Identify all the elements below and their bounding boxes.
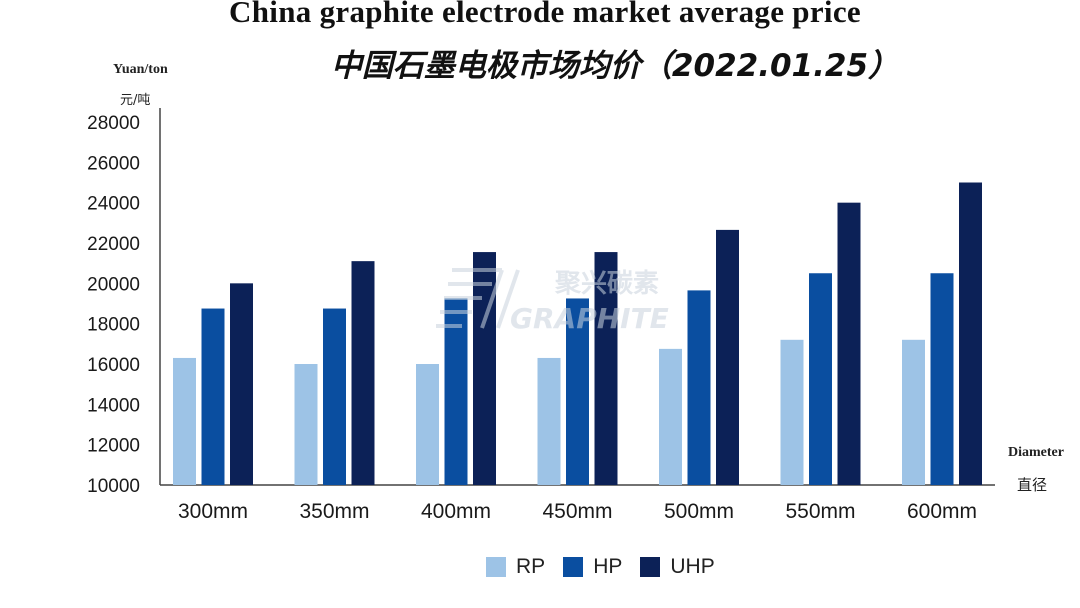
y-tick-label: 16000 bbox=[87, 355, 140, 376]
bar-uhp-400mm bbox=[473, 252, 496, 485]
bar-rp-350mm bbox=[294, 364, 318, 485]
legend-item-hp: HP bbox=[563, 555, 622, 579]
bar-uhp-350mm bbox=[351, 261, 375, 485]
bar-hp-550mm bbox=[809, 273, 832, 485]
legend-swatch-uhp bbox=[640, 557, 661, 577]
bar-uhp-600mm bbox=[959, 182, 982, 485]
legend-swatch-hp bbox=[563, 557, 584, 577]
x-tick-label: 400mm bbox=[421, 500, 491, 523]
legend-label-rp: RP bbox=[516, 555, 546, 578]
bar-hp-300mm bbox=[201, 308, 225, 485]
y-axis-unit-en: Yuan/ton bbox=[113, 62, 168, 77]
bar-rp-550mm bbox=[780, 339, 804, 485]
bar-hp-350mm bbox=[323, 308, 346, 485]
legend-label-hp: HP bbox=[593, 555, 623, 578]
x-tick-label: 600mm bbox=[907, 500, 977, 523]
bar-rp-400mm bbox=[416, 364, 439, 485]
bar-uhp-300mm bbox=[230, 283, 253, 485]
bar-uhp-450mm bbox=[594, 252, 618, 485]
bar-rp-300mm bbox=[173, 357, 196, 485]
bar-hp-400mm bbox=[444, 298, 468, 485]
y-tick-label: 10000 bbox=[87, 476, 140, 497]
chart-legend: RP HP UHP bbox=[486, 555, 733, 579]
legend-item-uhp: UHP bbox=[640, 555, 715, 579]
x-tick-label: 550mm bbox=[785, 500, 855, 523]
y-tick-label: 14000 bbox=[87, 395, 140, 416]
bar-hp-450mm bbox=[566, 298, 589, 485]
bar-hp-500mm bbox=[687, 290, 711, 485]
bar-uhp-500mm bbox=[716, 229, 739, 485]
y-tick-label: 18000 bbox=[87, 315, 140, 336]
x-axis-label-zh: 直径 bbox=[1017, 476, 1048, 494]
legend-label-uhp: UHP bbox=[670, 555, 715, 578]
x-tick-label: 300mm bbox=[178, 500, 248, 523]
legend-swatch-rp bbox=[486, 557, 506, 577]
y-tick-label: 20000 bbox=[87, 274, 140, 295]
y-tick-label: 22000 bbox=[87, 234, 140, 255]
y-tick-label: 24000 bbox=[87, 194, 140, 215]
legend-item-rp: RP bbox=[486, 555, 545, 579]
x-tick-label: 500mm bbox=[664, 500, 734, 523]
chart-title-zh: 中国石墨电极市场均价（2022.01.25） bbox=[330, 48, 900, 84]
bar-hp-600mm bbox=[930, 273, 954, 485]
x-axis-label-en: Diameter bbox=[1008, 445, 1064, 460]
x-tick-label: 350mm bbox=[299, 500, 369, 523]
x-tick-label: 450mm bbox=[542, 500, 612, 523]
y-tick-label: 28000 bbox=[87, 113, 140, 134]
bar-uhp-550mm bbox=[837, 202, 861, 485]
y-tick-label: 26000 bbox=[87, 153, 140, 174]
bar-rp-600mm bbox=[902, 339, 925, 485]
bar-rp-450mm bbox=[537, 357, 561, 485]
chart-title-en: China graphite electrode market average … bbox=[229, 0, 861, 29]
y-axis-unit-zh: 元/吨 bbox=[120, 93, 151, 108]
y-tick-label: 12000 bbox=[87, 436, 140, 457]
bar-rp-500mm bbox=[659, 348, 682, 485]
